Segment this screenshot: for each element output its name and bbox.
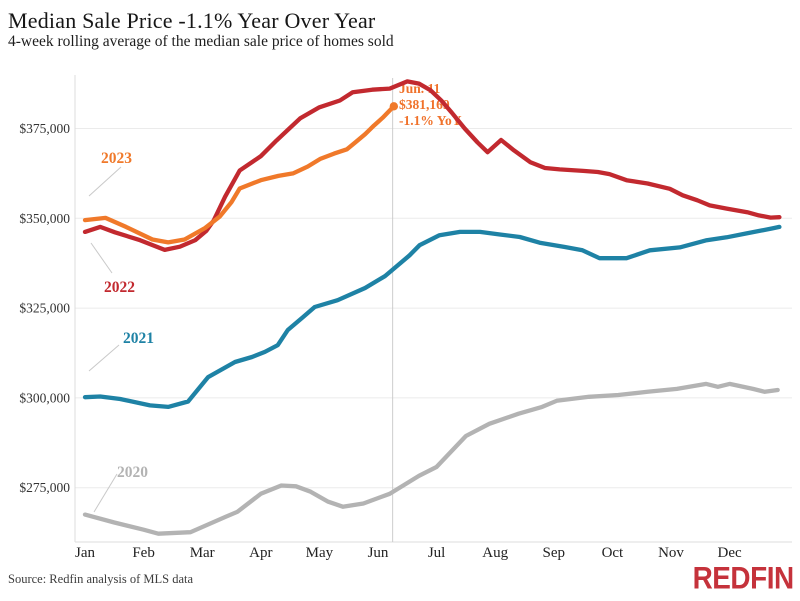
x-tick-label: Aug: [482, 545, 508, 561]
series-end-dot: [389, 102, 399, 111]
x-tick-label: Oct: [602, 545, 624, 561]
x-tick-label: Dec: [718, 545, 742, 561]
series-label-2022: 2022: [104, 279, 135, 296]
x-tick-label: May: [306, 545, 334, 561]
annotation-line: $381,169: [399, 97, 450, 112]
label-leader-line: [93, 473, 118, 513]
x-tick-label: Mar: [190, 545, 215, 561]
line-2020: [82, 381, 780, 536]
series-label-2020: 2020: [117, 464, 148, 481]
x-tick-label: Jul: [428, 545, 446, 561]
series-label-2021: 2021: [123, 330, 154, 347]
line-2021: [82, 224, 782, 410]
y-tick-label: $300,000: [19, 390, 70, 405]
line-2023: [82, 104, 396, 245]
label-leader-line: [88, 344, 120, 372]
y-tick-label: $275,000: [19, 480, 70, 495]
series-label-2023: 2023: [101, 150, 132, 167]
x-tick-label: Apr: [249, 545, 272, 561]
label-leader-line: [88, 166, 122, 197]
x-tick-label: Jun: [368, 545, 389, 561]
redfin-logo: REDFIN: [692, 561, 795, 596]
source-note: Source: Redfin analysis of MLS data: [8, 572, 194, 586]
y-tick-label: $350,000: [19, 211, 70, 226]
x-tick-label: Sep: [543, 545, 566, 561]
annotation-line: -1.1% YoY: [399, 113, 462, 128]
x-tick-label: Jan: [75, 545, 95, 561]
x-tick-label: Nov: [658, 545, 684, 561]
page-title: Median Sale Price -1.1% Year Over Year: [8, 8, 376, 33]
chart-subtitle: 4-week rolling average of the median sal…: [8, 33, 394, 50]
label-leader-line: [90, 242, 113, 274]
y-tick-label: $375,000: [19, 121, 70, 136]
y-tick-label: $325,000: [19, 301, 70, 316]
x-tick-label: Feb: [132, 545, 155, 561]
